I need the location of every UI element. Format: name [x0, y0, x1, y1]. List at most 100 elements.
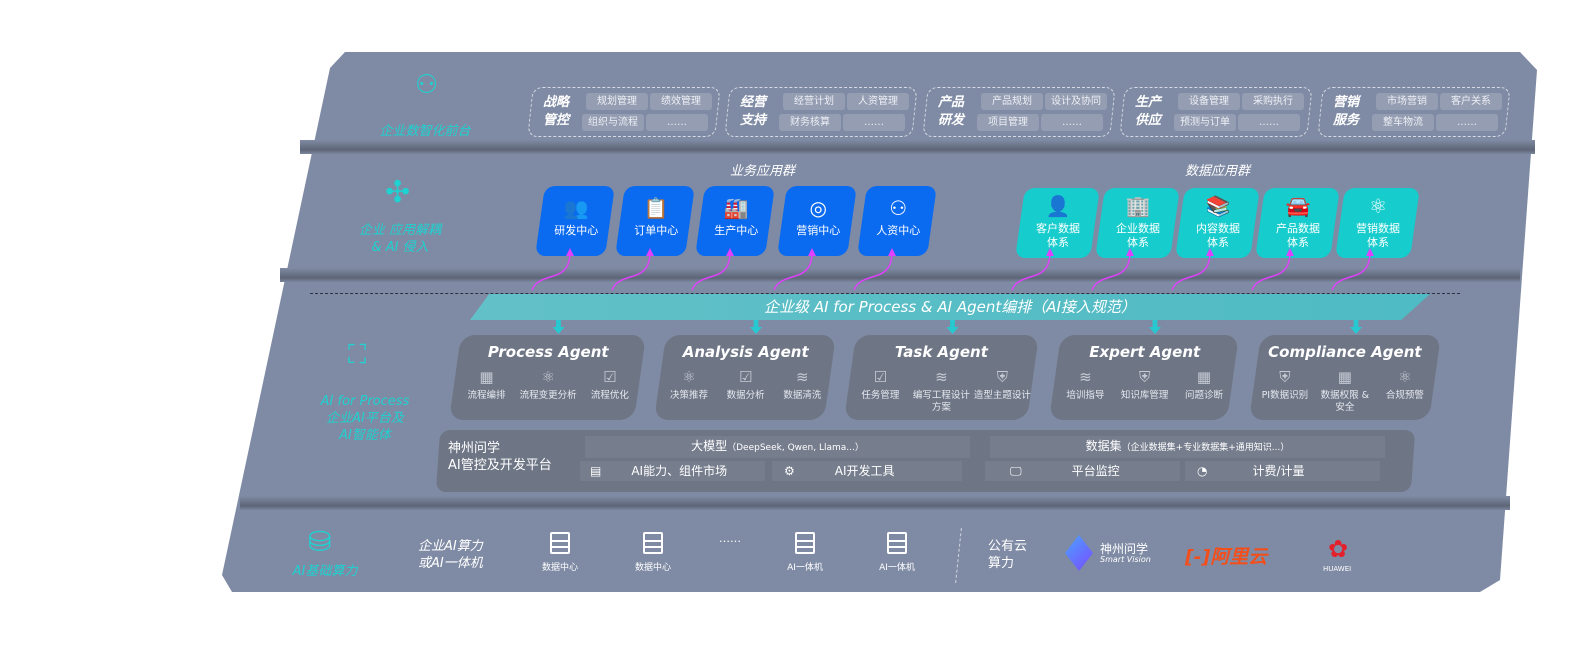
- agent-capability[interactable]: ▦ 流程编排: [456, 367, 517, 402]
- agent-capability[interactable]: ⛨ 知识库管理: [1115, 367, 1174, 402]
- front-chip[interactable]: 市场营销: [1376, 93, 1438, 110]
- huawei-name: HUAWEI: [1323, 565, 1352, 573]
- agent-capability[interactable]: ≋ 编写工程设计方案: [911, 367, 971, 414]
- capability-label: 造型主题设计: [973, 390, 1031, 401]
- layer-divider: [240, 496, 1510, 510]
- front-chip[interactable]: ……: [843, 114, 905, 131]
- enterprise-compute-label: 企业AI算力 或AI一体机: [418, 539, 483, 571]
- agent-capability[interactable]: ⚛ 合规预警: [1375, 367, 1434, 414]
- ai-label: AI for Process 企业AI平台及 AI智能体: [320, 394, 410, 443]
- capability-icon: ⚛: [541, 368, 555, 386]
- front-chip[interactable]: 财务核算: [779, 114, 841, 131]
- agent-capability[interactable]: ☑ 任务管理: [850, 367, 910, 414]
- monitor-icon: 🖵: [1010, 464, 1022, 478]
- huawei-logo: ✿: [1328, 535, 1349, 563]
- server-label: AI一体机: [879, 563, 915, 573]
- front-chip[interactable]: 绩效管理: [650, 93, 712, 110]
- group-title: 战略 管控: [543, 95, 570, 128]
- front-chip[interactable]: 整车物流: [1372, 114, 1434, 131]
- apps-label: 企业 应用解耦 & AI 侵入: [358, 223, 442, 255]
- server-item[interactable]: AI一体机: [780, 532, 830, 573]
- group-title: 营销 服务: [1333, 95, 1360, 128]
- agent-capability[interactable]: ☑ 流程优化: [579, 367, 640, 402]
- arrow-head: [1046, 248, 1054, 256]
- arrow-head: [646, 248, 654, 256]
- capability-label: 问题诊断: [1185, 390, 1224, 401]
- agent-capability[interactable]: ≋ 培训指导: [1056, 367, 1115, 402]
- capability-icon: ▦: [1196, 368, 1212, 386]
- capability-icon: ⛨: [1139, 368, 1151, 386]
- molecule-icon: ✣: [385, 175, 411, 210]
- agent-card[interactable]: Task Agent ☑ 任务管理 ≋ 编写工程设计方案 ⛨ 造型主题设计: [844, 335, 1039, 420]
- agent-card[interactable]: Analysis Agent ⚛ 决策推荐 ☑ 数据分析 ≋ 数据清洗: [654, 335, 836, 420]
- more-servers: ……: [719, 532, 741, 545]
- front-chip[interactable]: ……: [1238, 114, 1300, 131]
- market-cell[interactable]: ▤ AI能力、组件市场: [580, 461, 765, 481]
- agent-title: Compliance Agent: [1268, 343, 1422, 361]
- group-title: 产品 研发: [938, 95, 965, 128]
- arrow-head: [566, 248, 574, 256]
- billing-label: 计费/计量: [1252, 464, 1305, 478]
- agent-capability[interactable]: ▦ 数据权限 & 安全: [1315, 367, 1374, 414]
- link-arrow: [773, 251, 813, 291]
- front-chip[interactable]: ……: [1436, 114, 1498, 131]
- agent-capability[interactable]: ≋ 数据清洗: [774, 367, 830, 402]
- front-chip[interactable]: 预测与订单: [1174, 114, 1236, 131]
- arrow-head: [808, 248, 816, 256]
- front-chip[interactable]: 产品规划: [981, 93, 1043, 110]
- model-label: 大模型: [691, 439, 728, 453]
- agent-card[interactable]: Expert Agent ≋ 培训指导 ⛨ 知识库管理 ▦ 问题诊断: [1049, 335, 1239, 420]
- capability-icon: ⚛: [1398, 368, 1412, 386]
- front-chip[interactable]: 规划管理: [586, 93, 648, 110]
- business-apps-title: 业务应用群: [730, 164, 796, 179]
- agent-capability[interactable]: ⛨ PI数据识别: [1255, 367, 1314, 414]
- orchestration-banner-text: 企业级 AI for Process & AI Agent编排（AI接入规范）: [764, 298, 1136, 316]
- capability-label: 数据分析: [726, 390, 765, 401]
- front-chip[interactable]: 采购执行: [1242, 93, 1304, 110]
- front-chip[interactable]: 客户关系: [1440, 93, 1502, 110]
- capability-label: 数据清洗: [783, 390, 822, 401]
- dataset-note: （企业数据集+专业数据集+通用知识...）: [1121, 443, 1290, 453]
- front-chip[interactable]: 项目管理: [977, 114, 1039, 131]
- server-item[interactable]: AI一体机: [872, 532, 922, 573]
- devtools-cell[interactable]: ⚙ AI开发工具: [772, 461, 962, 481]
- devtools-label: AI开发工具: [834, 464, 895, 478]
- server-item[interactable]: 数据中心: [628, 532, 678, 573]
- capability-icon: ▦: [1337, 368, 1352, 386]
- dataset-label: 数据集: [1085, 439, 1122, 453]
- capability-label: 知识库管理: [1120, 390, 1169, 401]
- capability-label: 数据权限 & 安全: [1320, 390, 1370, 413]
- front-label: 企业数智化前台: [379, 124, 471, 139]
- front-chip[interactable]: ……: [646, 114, 708, 131]
- front-chip[interactable]: ……: [1041, 114, 1103, 131]
- link-arrow: [1171, 251, 1211, 291]
- agent-card[interactable]: Compliance Agent ⛨ PI数据识别 ▦ 数据权限 & 安全 ⚛ 合规预警: [1249, 335, 1441, 420]
- server-icon: [550, 532, 570, 554]
- agent-capability[interactable]: ⚛ 流程变更分析: [518, 367, 579, 402]
- front-chip[interactable]: 经营计划: [783, 93, 845, 110]
- server-item[interactable]: 数据中心: [535, 532, 585, 573]
- agent-capability[interactable]: ⛨ 造型主题设计: [972, 367, 1032, 414]
- link-arrow: [1331, 251, 1371, 291]
- server-label: 数据中心: [541, 563, 578, 573]
- monitor-cell[interactable]: 🖵 平台监控: [985, 461, 1180, 481]
- capability-label: 流程变更分析: [519, 390, 577, 401]
- capability-icon: ⚛: [682, 368, 696, 386]
- server-icon: [643, 532, 663, 554]
- billing-cell[interactable]: ◔ 计费/计量: [1185, 461, 1380, 481]
- agent-title: Expert Agent: [1089, 343, 1201, 361]
- front-chip[interactable]: 设备管理: [1178, 93, 1240, 110]
- capability-label: 任务管理: [861, 390, 900, 401]
- capability-icon: ☑: [873, 368, 888, 386]
- front-chip[interactable]: 人资管理: [847, 93, 909, 110]
- agent-capability[interactable]: ▦ 问题诊断: [1175, 367, 1234, 402]
- agent-capability[interactable]: ☑ 数据分析: [718, 367, 774, 402]
- agent-capability[interactable]: ⚛ 决策推荐: [661, 367, 717, 402]
- server-label: 数据中心: [634, 563, 671, 573]
- capability-icon: ⛨: [996, 368, 1008, 386]
- front-chip[interactable]: 设计及协同: [1045, 93, 1107, 110]
- agent-card[interactable]: Process Agent ▦ 流程编排 ⚛ 流程变更分析 ☑ 流程优化: [449, 335, 646, 420]
- front-chip[interactable]: 组织与流程: [582, 114, 644, 131]
- group-title: 生产 供应: [1135, 95, 1162, 128]
